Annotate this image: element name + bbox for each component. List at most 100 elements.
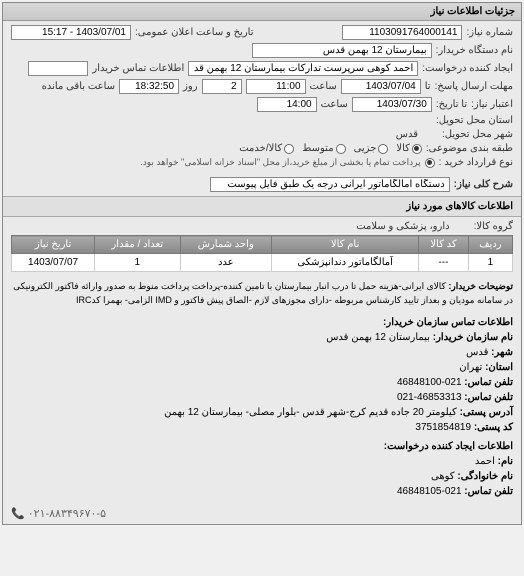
creator-phone-label: تلفن تماس: [464,486,513,497]
goods-section-title: اطلاعات کالاهای مورد نیاز [3,196,521,217]
delivery-city-value: قدس [396,129,418,140]
contact-section: اطلاعات تماس سازمان خریدار: نام سازمان خ… [3,311,521,503]
validity-time-label: ساعت [321,99,348,110]
category-radio-group: کالا جزیی متوسط کالا/خدمت [239,143,422,154]
creator-family-label: نام خانوادگی: [457,471,513,482]
row-delivery-province: استان محل تحویل: [11,115,513,126]
buyer-name-input[interactable] [252,43,432,58]
footer: ۰۲۱-۸۸۳۴۹۶۷۰-۵ 📞 [3,503,521,524]
contact-address-value: کیلومتر 20 جاده قدیم کرج-شهر قدس -بلوار … [164,407,457,418]
delivery-city-label: شهر محل تحویل: [442,129,513,140]
cell-date: 1403/07/07 [12,254,95,272]
deadline-time-input[interactable] [246,79,306,94]
footer-phone: ۰۲۱-۸۸۳۴۹۶۷۰-۵ [28,508,106,520]
contract-radio[interactable] [425,158,435,168]
request-number-label: شماره نیاز: [466,27,513,38]
row-request-number: شماره نیاز: تاریخ و ساعت اعلان عمومی: [11,25,513,40]
buyer-note-section: توضیحات خریدار: کالای ایرانی-هزینه حمل ت… [3,276,521,311]
contact-phone-value: 021-46848100 [397,377,462,388]
creator-label: ایجاد کننده درخواست: [422,63,513,74]
cell-qty: 1 [95,254,180,272]
col-date: تاریخ نیاز [12,236,95,254]
days-label: روز [183,81,198,92]
col-code: کد کالا [419,236,469,254]
panel-header: جزئیات اطلاعات نیاز [3,3,521,21]
desc-title-input[interactable] [210,177,450,192]
contact-city-label: شهر: [491,347,513,358]
contact-label: اطلاعات تماس خریدار [92,63,184,74]
radio-goods-label: کالا/خدمت [239,143,282,154]
cell-row: 1 [468,254,512,272]
validity-date-input[interactable] [352,97,432,112]
goods-table: ردیف کد کالا نام کالا واحد شمارش تعداد /… [11,235,513,272]
radio-goods[interactable]: کالا/خدمت [239,143,294,154]
deadline-date-input[interactable] [341,79,421,94]
deadline-to-label: تا [425,81,431,92]
goods-category-value: دارو، پزشکی و سلامت [356,221,449,232]
public-date-input[interactable] [11,25,131,40]
radio-partial[interactable]: جزیی [354,143,389,154]
remaining-input[interactable] [119,79,179,94]
buyer-note-text: کالای ایرانی-هزینه حمل تا درب انبار بیما… [13,281,513,305]
row-category: طبقه بندی موضوعی: کالا جزیی متوسط کالا/خ… [11,143,513,154]
remaining-label: ساعت باقی مانده [42,81,115,92]
col-name: نام کالا [272,236,419,254]
row-creator: ایجاد کننده درخواست: اطلاعات تماس خریدار [11,61,513,76]
contact-address-row: آدرس پستی: کیلومتر 20 جاده قدیم کرج-شهر … [11,405,513,420]
contact-city-row: شهر: قدس [11,345,513,360]
contact-fax-value: 46853313-021 [397,392,462,403]
deadline-label: مهلت ارسال پاسخ: [435,81,513,92]
category-label: طبقه بندی موضوعی: [426,143,513,154]
contact-province-row: استان: تهران [11,360,513,375]
creator-family-row: نام خانوادگی: کوهی [11,469,513,484]
creator-name-value: احمد [475,456,495,467]
creator-phone-row: تلفن تماس: 021-46848105 [11,484,513,499]
row-goods-category: گروه کالا: دارو، پزشکی و سلامت [11,221,513,232]
delivery-province-label: استان محل تحویل: [436,115,513,126]
col-unit: واحد شمارش [180,236,272,254]
creator-name-label: نام: [498,456,513,467]
radio-partial-label: جزیی [354,143,377,154]
contact-postal-label: کد پستی: [474,422,513,433]
radio-all-label: کالا [396,143,410,154]
contact-phone-row: تلفن تماس: 021-46848100 [11,375,513,390]
creator-section-title: اطلاعات ایجاد کننده درخواست: [11,439,513,454]
buyer-name-label: نام دستگاه خریدار: [436,45,513,56]
goods-table-header: ردیف کد کالا نام کالا واحد شمارش تعداد /… [12,236,513,254]
contract-text: پرداخت تمام یا بخشی از مبلغ خرید،از محل … [140,157,420,168]
creator-input[interactable] [188,61,418,76]
validity-time-input[interactable] [257,97,317,112]
creator-family-value: کوهی [431,471,455,482]
row-validity: اعتبار نیاز: تا تاریخ: ساعت [11,97,513,112]
row-delivery-city: شهر محل تحویل: قدس [11,129,513,140]
contact-section-title: اطلاعات تماس سازمان خریدار: [11,315,513,330]
creator-name-row: نام: احمد [11,454,513,469]
radio-goods-circle [284,144,294,154]
radio-all[interactable]: کالا [396,143,422,154]
contact-input[interactable] [28,61,88,76]
deadline-time-label: ساعت [310,81,337,92]
public-date-label: تاریخ و ساعت اعلان عمومی: [135,27,254,38]
contact-phone-label: تلفن تماس: [464,377,513,388]
contact-fax-row: تلفن تماس: 46853313-021 [11,390,513,405]
radio-medium-circle [336,144,346,154]
row-buyer-name: نام دستگاه خریدار: [11,43,513,58]
buyer-note-label: توضیحات خریدار: [448,281,513,291]
request-number-input[interactable] [342,25,462,40]
contact-city-value: قدس [466,347,488,358]
row-contract: نوع قرارداد خرید : پرداخت تمام یا بخشی ا… [11,157,513,168]
radio-all-circle [412,144,422,154]
radio-partial-circle [378,144,388,154]
contact-fax-label: تلفن تماس: [464,392,513,403]
contact-postal-value: 3751854819 [415,422,471,433]
desc-title-label: شرح کلی نیاز: [454,179,513,190]
goods-section: گروه کالا: دارو، پزشکی و سلامت ردیف کد ک… [3,217,521,276]
days-input[interactable] [202,79,242,94]
goods-category-label: گروه کالا: [474,221,513,232]
radio-medium[interactable]: متوسط [302,143,345,154]
phone-icon: 📞 [11,508,25,520]
contact-province-value: تهران [459,362,482,373]
row-desc-title: شرح کلی نیاز: [11,177,513,192]
contact-postal-row: کد پستی: 3751854819 [11,420,513,435]
contact-address-label: آدرس پستی: [460,407,513,418]
